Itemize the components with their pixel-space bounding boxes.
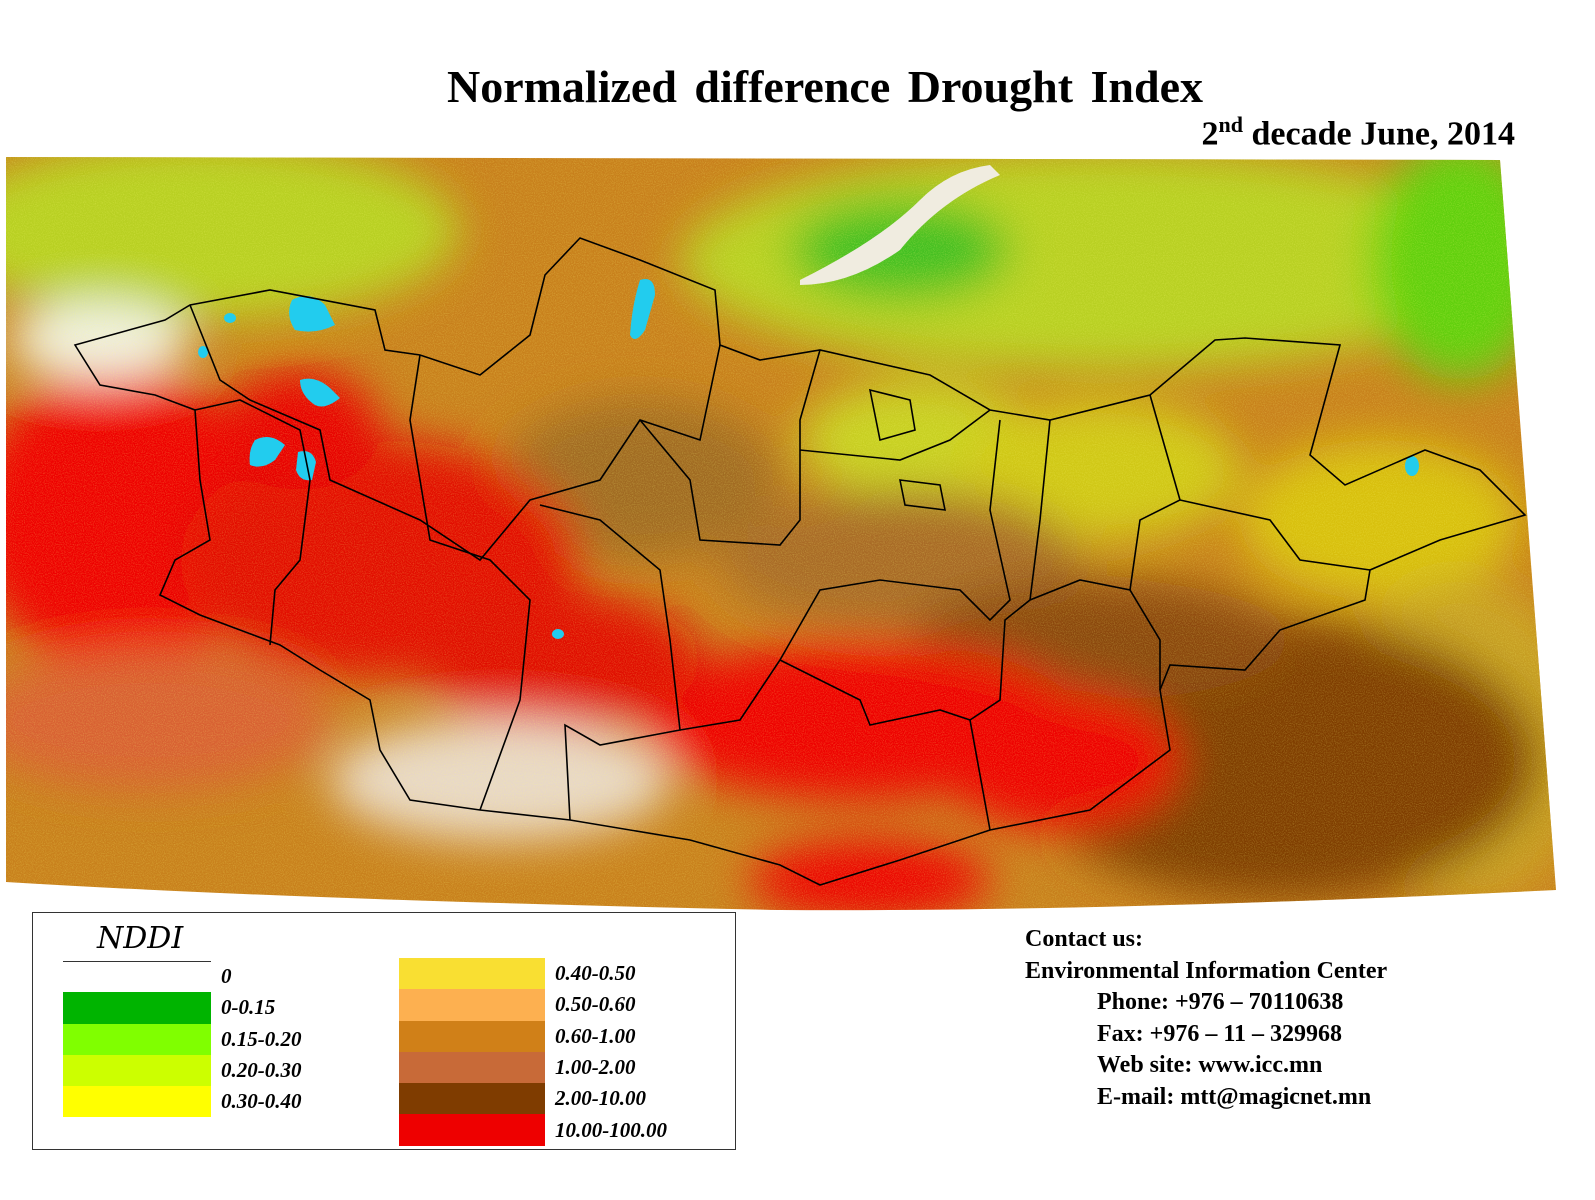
legend-column-low: 0 0-0.15 0.15-0.20 0.20-0.30 0.30-0.40 bbox=[63, 960, 302, 1118]
map-title: Normalized difference Drought Index bbox=[446, 61, 1204, 112]
legend-swatch bbox=[399, 1083, 545, 1115]
legend-swatch bbox=[399, 958, 545, 990]
legend-item: 0.15-0.20 bbox=[63, 1023, 302, 1055]
legend-label: 0.60-1.00 bbox=[555, 1023, 636, 1048]
contact-website[interactable]: Web site: www.icc.mn bbox=[1097, 1052, 1323, 1078]
legend-item: 0 bbox=[63, 960, 302, 993]
legend-label: 0.15-0.20 bbox=[221, 1026, 302, 1051]
legend-label: 1.00-2.00 bbox=[555, 1055, 636, 1080]
baikal-area bbox=[800, 165, 1000, 285]
lake-khar bbox=[296, 451, 316, 481]
legend-item: 0.30-0.40 bbox=[63, 1086, 302, 1118]
legend-swatch bbox=[399, 989, 545, 1021]
legend-column-high: 0.40-0.50 0.50-0.60 0.60-1.00 1.00-2.00 2.00… bbox=[399, 958, 667, 1146]
lake-khar-us bbox=[249, 436, 285, 467]
legend-item: 0.20-0.30 bbox=[63, 1054, 302, 1087]
raster-layer bbox=[6, 157, 1556, 911]
country-border bbox=[73, 237, 1527, 886]
legend-swatch bbox=[63, 960, 211, 993]
legend-swatch bbox=[399, 1020, 545, 1052]
legend-item: 0.40-0.50 bbox=[399, 958, 667, 990]
map-subtitle: 2nd decade June, 2014 bbox=[1202, 112, 1515, 153]
legend-swatch bbox=[399, 1114, 545, 1146]
legend-label: 0 bbox=[221, 964, 232, 989]
legend-swatch bbox=[399, 1051, 545, 1084]
lake-khyargas bbox=[300, 378, 340, 407]
lake-uvs bbox=[289, 296, 335, 332]
legend-label: 0.40-0.50 bbox=[555, 961, 636, 986]
contact-org: Environmental Information Center bbox=[1025, 957, 1388, 984]
legend: NDDI 0 0-0.15 0.15-0.20 0.20-0.30 0.30-0.40 … bbox=[32, 912, 736, 1150]
nddi-map bbox=[6, 157, 1556, 911]
lake-buir bbox=[1405, 456, 1419, 476]
legend-label: 0.20-0.30 bbox=[221, 1058, 302, 1083]
legend-swatch bbox=[63, 1086, 211, 1118]
contact-fax: Fax: +976 – 11 – 329968 bbox=[1097, 1020, 1343, 1047]
contact-email[interactable]: E-mail: mtt@magicnet.mn bbox=[1097, 1083, 1372, 1110]
lakes bbox=[198, 279, 1419, 639]
subtitle-ordinal: 2 bbox=[1201, 115, 1219, 153]
contact-block: Contact us: Environmental Information Ce… bbox=[1025, 924, 1387, 1113]
mongolia-aimag-borders bbox=[73, 237, 1527, 886]
legend-swatch bbox=[63, 1054, 211, 1087]
legend-item: 10.00-100.00 bbox=[399, 1114, 667, 1146]
subtitle-suffix: nd bbox=[1218, 112, 1243, 137]
legend-label: 0.50-0.60 bbox=[555, 992, 636, 1017]
contact-phone: Phone: +976 – 70110638 bbox=[1097, 989, 1344, 1015]
legend-item: 0.50-0.60 bbox=[399, 989, 667, 1021]
legend-item: 0-0.15 bbox=[63, 992, 302, 1024]
legend-item: 1.00-2.00 bbox=[399, 1051, 667, 1084]
legend-item: 2.00-10.00 bbox=[399, 1083, 667, 1115]
legend-label: 0.30-0.40 bbox=[221, 1089, 302, 1114]
contact-heading: Contact us: bbox=[1025, 926, 1143, 952]
legend-label: 0-0.15 bbox=[221, 995, 276, 1020]
lake-khuvsgul bbox=[630, 279, 655, 339]
legend-title: NDDI bbox=[97, 921, 184, 956]
legend-label: 10.00-100.00 bbox=[555, 1117, 667, 1142]
subtitle-date: decade June, 2014 bbox=[1243, 115, 1516, 153]
legend-swatch bbox=[63, 1023, 211, 1055]
legend-swatch bbox=[63, 992, 211, 1024]
legend-label: 2.00-10.00 bbox=[555, 1086, 646, 1111]
legend-item: 0.60-1.00 bbox=[399, 1020, 667, 1052]
